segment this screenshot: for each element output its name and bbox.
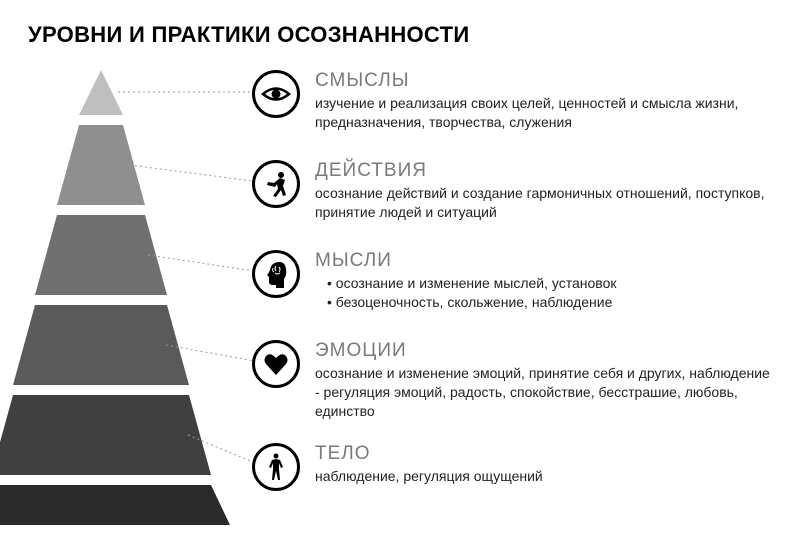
body-icon <box>252 443 300 491</box>
level-block: ДЕЙСТВИЯосознание действий и создание га… <box>315 160 775 222</box>
level-block: СМЫСЛЫизучение и реализация своих целей,… <box>315 70 775 132</box>
pyramid-tier <box>35 215 167 295</box>
level-title: СМЫСЛЫ <box>315 70 775 92</box>
pyramid-tier <box>0 485 230 525</box>
level-title: ЭМОЦИИ <box>315 340 775 362</box>
level-title: ТЕЛО <box>315 443 775 465</box>
pyramid-tier <box>79 70 123 115</box>
level-title: МЫСЛИ <box>315 250 775 272</box>
level-desc-bullet: безоценочность, скольжение, наблюдение <box>327 293 775 312</box>
level-block: МЫСЛИосознание и изменение мыслей, устан… <box>315 250 775 312</box>
level-desc-bullet: осознание и изменение мыслей, установок <box>327 274 775 293</box>
level-title: ДЕЙСТВИЯ <box>315 160 775 182</box>
level-block: ТЕЛО наблюдение, регуляция ощущений <box>315 443 775 486</box>
level-desc: осознание и изменение мыслей, установокб… <box>315 274 775 312</box>
runner-icon <box>252 160 300 208</box>
pyramid <box>0 70 230 525</box>
page-title: УРОВНИ И ПРАКТИКИ ОСОЗНАННОСТИ <box>28 22 469 48</box>
level-desc: изучение и реализация своих целей, ценно… <box>315 94 775 132</box>
heart-icon <box>252 340 300 388</box>
level-desc: осознание и изменение эмоций, принятие с… <box>315 364 775 421</box>
level-desc: наблюдение, регуляция ощущений <box>315 467 775 486</box>
pyramid-tier <box>0 395 211 475</box>
pyramid-tier <box>13 305 189 385</box>
eye-icon <box>252 70 300 118</box>
level-block: ЭМОЦИИосознание и изменение эмоций, прин… <box>315 340 775 421</box>
brain-head-icon <box>252 250 300 298</box>
pyramid-tier <box>57 125 145 205</box>
level-desc: осознание действий и создание гармоничны… <box>315 184 775 222</box>
